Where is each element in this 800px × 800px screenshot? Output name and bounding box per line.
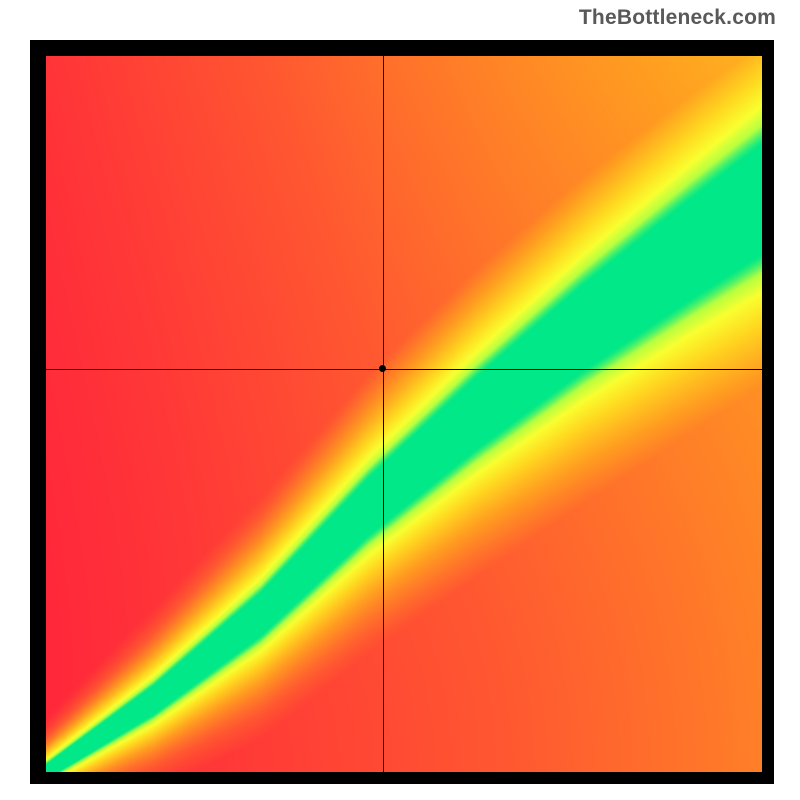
- heatmap-canvas: [46, 56, 762, 772]
- chart-container: TheBottleneck.com: [0, 0, 800, 800]
- chart-frame: [30, 40, 774, 784]
- watermark-text: TheBottleneck.com: [579, 6, 776, 30]
